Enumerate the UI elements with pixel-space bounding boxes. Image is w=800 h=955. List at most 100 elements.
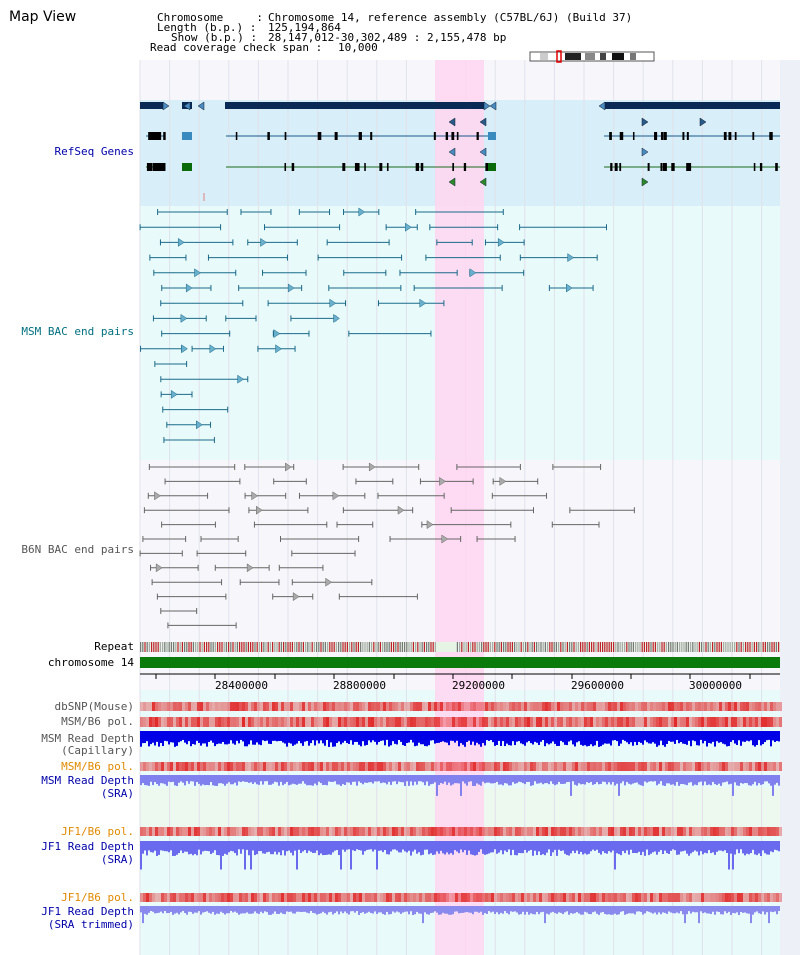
polymorphism-cell bbox=[728, 717, 731, 727]
polymorphism-cell bbox=[452, 827, 455, 836]
read-depth-bar bbox=[494, 906, 496, 915]
repeat-track-label[interactable]: Repeat bbox=[94, 640, 134, 653]
polymorphism-cell bbox=[623, 702, 626, 711]
read-depth-bar bbox=[300, 731, 302, 744]
polymorphism-cell bbox=[374, 717, 377, 727]
jf1-b6-pol-2-track-label[interactable]: JF1/B6 pol. bbox=[61, 891, 134, 904]
read-depth-bar bbox=[264, 775, 266, 782]
read-depth-bar bbox=[616, 906, 618, 915]
chromosome-track-label[interactable]: chromosome 14 bbox=[47, 656, 134, 669]
read-depth-bar bbox=[500, 775, 502, 785]
polymorphism-cell bbox=[632, 717, 635, 727]
repeat-element bbox=[518, 642, 520, 652]
polymorphism-cell bbox=[623, 893, 626, 902]
read-depth-bar bbox=[502, 841, 504, 855]
polymorphism-cell bbox=[641, 762, 644, 771]
read-depth-bar bbox=[556, 906, 558, 914]
repeat-element bbox=[195, 642, 197, 652]
polymorphism-cell bbox=[596, 717, 599, 727]
read-depth-bar bbox=[444, 775, 446, 782]
read-depth-bar bbox=[476, 841, 478, 855]
repeat-element bbox=[181, 642, 183, 652]
repeat-element bbox=[740, 642, 742, 652]
jf1-depth-sra-label[interactable]: JF1 Read Depth bbox=[41, 840, 134, 853]
read-depth-bar bbox=[608, 775, 610, 783]
polymorphism-cell bbox=[638, 762, 641, 771]
read-depth-bar bbox=[402, 906, 404, 913]
msm-b6-pol-2-track-label[interactable]: MSM/B6 pol. bbox=[61, 760, 134, 773]
read-depth-bar bbox=[390, 731, 392, 746]
polymorphism-cell bbox=[515, 827, 518, 836]
polymorphism-cell bbox=[377, 702, 380, 711]
polymorphism-cell bbox=[650, 702, 653, 711]
polymorphism-cell bbox=[668, 762, 671, 771]
read-depth-bar bbox=[360, 841, 362, 851]
jf1-b6-pol-track-label[interactable]: JF1/B6 pol. bbox=[61, 825, 134, 838]
read-depth-bar bbox=[740, 775, 742, 784]
polymorphism-cell bbox=[185, 702, 188, 711]
polymorphism-cell bbox=[566, 893, 569, 902]
msm-bac-track-label[interactable]: MSM BAC end pairs bbox=[21, 325, 134, 338]
polymorphism-cell bbox=[332, 827, 335, 836]
read-depth-bar bbox=[722, 906, 724, 915]
repeat-element bbox=[245, 642, 247, 652]
read-depth-bar bbox=[284, 841, 286, 856]
repeat-element bbox=[283, 642, 285, 652]
b6n-bac-track-label[interactable]: B6N BAC end pairs bbox=[21, 543, 134, 556]
read-depth-bar bbox=[200, 731, 202, 746]
jf1-depth-trimmed-label[interactable]: JF1 Read Depth bbox=[41, 905, 134, 918]
dbsnp-track-label[interactable]: dbSNP(Mouse) bbox=[54, 700, 134, 713]
read-depth-bar bbox=[668, 775, 670, 784]
polymorphism-cell bbox=[734, 762, 737, 771]
read-depth-bar bbox=[350, 775, 352, 785]
msm-bac-pair-arrow bbox=[329, 298, 337, 308]
read-depth-bar bbox=[158, 731, 160, 747]
read-depth-bar bbox=[548, 775, 550, 785]
msm-depth-capillary-label[interactable]: MSM Read Depth bbox=[41, 732, 134, 745]
read-depth-bar bbox=[624, 906, 626, 915]
read-depth-bar bbox=[692, 731, 694, 741]
polymorphism-cell bbox=[659, 827, 662, 836]
read-depth-bar bbox=[268, 841, 270, 852]
polymorphism-cell bbox=[398, 702, 401, 711]
read-depth-bar bbox=[542, 775, 544, 785]
read-depth-bar bbox=[182, 775, 184, 783]
msm-b6-pol-track-label[interactable]: MSM/B6 pol. bbox=[61, 715, 134, 728]
polymorphism-cell bbox=[749, 702, 752, 711]
read-depth-bar bbox=[554, 731, 556, 744]
polymorphism-cell bbox=[554, 717, 557, 727]
read-depth-bar bbox=[456, 731, 458, 741]
repeat-element bbox=[533, 642, 535, 652]
repeat-element bbox=[681, 642, 683, 652]
selected-region-highlight bbox=[435, 60, 484, 955]
polymorphism-cell bbox=[746, 702, 749, 711]
read-depth-bar bbox=[644, 906, 646, 914]
refseq-track-label[interactable]: RefSeq Genes bbox=[54, 145, 134, 158]
read-depth-bar bbox=[320, 906, 322, 914]
polymorphism-cell bbox=[299, 702, 302, 711]
polymorphism-cell bbox=[575, 717, 578, 727]
msm-bac-pair-arrow bbox=[180, 313, 188, 323]
polymorphism-cell bbox=[257, 827, 260, 836]
polymorphism-cell bbox=[446, 762, 449, 771]
read-depth-bar bbox=[346, 731, 348, 743]
polymorphism-cell bbox=[473, 827, 476, 836]
polymorphism-cell bbox=[734, 717, 737, 727]
read-depth-bar bbox=[406, 906, 408, 912]
read-depth-bar bbox=[378, 906, 380, 913]
polymorphism-cell bbox=[248, 893, 251, 902]
read-depth-bar bbox=[176, 906, 178, 913]
read-depth-bar bbox=[320, 731, 322, 741]
polymorphism-cell bbox=[383, 762, 386, 771]
repeat-element bbox=[151, 642, 153, 652]
msm-depth-sra-label[interactable]: MSM Read Depth bbox=[41, 774, 134, 787]
polymorphism-cell bbox=[242, 702, 245, 711]
repeat-element bbox=[674, 642, 676, 652]
polymorphism-cell bbox=[167, 827, 170, 836]
repeat-element bbox=[595, 642, 597, 652]
read-depth-bar bbox=[312, 775, 314, 786]
read-depth-bar bbox=[414, 775, 416, 782]
polymorphism-cell bbox=[752, 827, 755, 836]
repeat-element bbox=[736, 642, 738, 652]
